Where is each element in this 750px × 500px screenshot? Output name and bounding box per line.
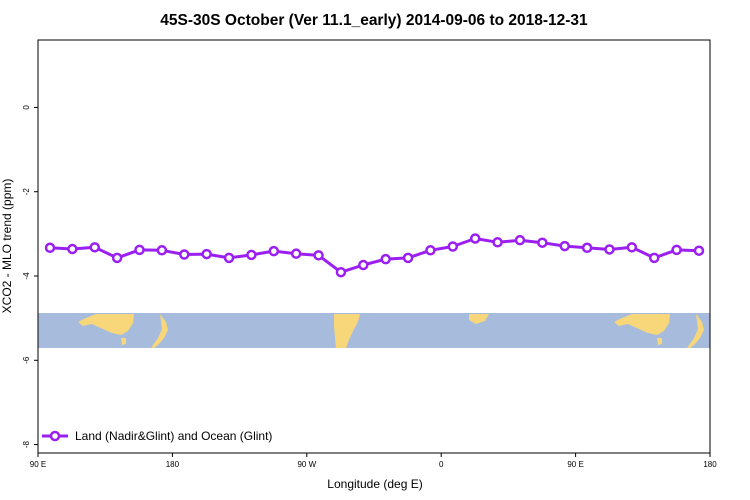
y-tick-label: -2 <box>22 188 31 196</box>
y-tick-label: 0 <box>22 105 31 110</box>
australia-land <box>78 314 134 335</box>
data-point <box>268 245 280 257</box>
data-point <box>604 244 615 255</box>
data-point <box>156 245 168 256</box>
tasmania-land-repeat <box>657 338 662 345</box>
data-point <box>201 248 212 260</box>
data-point <box>380 253 391 265</box>
new-zealand-land-repeat <box>687 314 704 348</box>
ocean-band <box>38 313 710 348</box>
plot-frame <box>37 39 711 454</box>
legend-marker <box>49 430 61 442</box>
series-line <box>49 237 700 274</box>
data-point <box>671 244 682 256</box>
data-point <box>223 252 235 264</box>
x-tick-label: 0 <box>439 460 444 469</box>
data-point <box>581 242 593 254</box>
data-point <box>246 249 257 261</box>
x-tick-label: 180 <box>166 460 180 469</box>
data-point <box>67 243 78 255</box>
data-point <box>648 252 660 264</box>
data-point <box>179 249 190 260</box>
data-point <box>447 241 459 252</box>
data-point <box>44 242 56 254</box>
map-strip <box>38 313 710 348</box>
tasmania-land <box>121 338 126 345</box>
y-tick-label: -8 <box>22 440 31 448</box>
chart-title: 45S-30S October (Ver 11.1_early) 2014-09… <box>160 12 588 29</box>
data-point <box>537 237 548 248</box>
data-point <box>514 234 526 246</box>
y-axis-title: XCO2 - MLO trend (ppm) <box>0 179 14 314</box>
data-point <box>335 266 347 278</box>
series-layer <box>44 233 705 278</box>
x-tick-label: 90 E <box>30 460 46 469</box>
x-tick-label: 90 W <box>297 460 316 469</box>
new-zealand-land <box>151 314 168 348</box>
data-point <box>89 242 101 253</box>
australia-land-repeat <box>614 314 670 335</box>
data-point <box>626 242 638 253</box>
y-tick-label: -6 <box>22 356 31 364</box>
x-tick-label: 180 <box>703 460 717 469</box>
africa-land <box>469 314 489 324</box>
data-point <box>134 244 145 256</box>
data-point <box>358 259 369 271</box>
data-point <box>111 252 123 264</box>
data-point <box>425 245 436 256</box>
x-axis-title: Longitude (deg E) <box>327 477 422 491</box>
data-point <box>559 240 570 252</box>
south-america-land <box>334 314 360 348</box>
legend: Land (Nadir&Glint) and Ocean (Glint) <box>42 429 272 443</box>
data-point <box>402 252 414 264</box>
x-tick-label: 90 E <box>567 460 583 469</box>
legend-label: Land (Nadir&Glint) and Ocean (Glint) <box>75 429 272 443</box>
data-point <box>492 237 503 248</box>
y-tick-label: -4 <box>22 272 31 280</box>
data-point <box>693 245 705 256</box>
data-point <box>313 250 324 261</box>
axis-ticks: 0 -2 -4 -6 -8 90 E 180 90 W 0 90 E 180 <box>22 105 717 469</box>
data-point <box>469 233 481 244</box>
data-point <box>290 248 302 259</box>
